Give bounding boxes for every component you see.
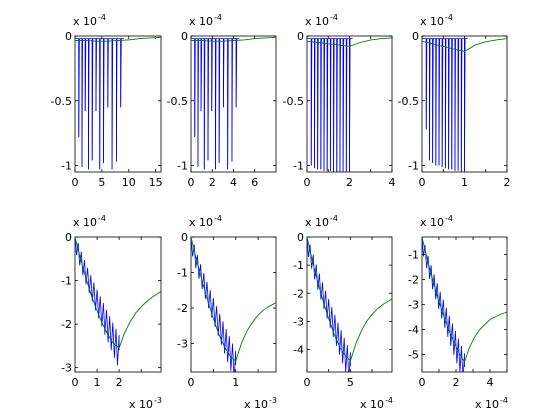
y-tick-label: 0 xyxy=(297,231,304,244)
y-axis-multiplier: x 10-4 xyxy=(420,13,453,28)
y-tick-label: -3 xyxy=(177,338,188,351)
y-axis-multiplier: x 10-4 xyxy=(420,214,453,229)
y-tick-label: -5 xyxy=(408,349,419,362)
envelope-line xyxy=(422,38,507,52)
sawtooth-series xyxy=(191,237,237,372)
impulse-series xyxy=(191,38,240,170)
x-tick-label: 0 xyxy=(419,376,426,389)
x-tick-label: 2 xyxy=(116,376,123,389)
x-tick-label: 6 xyxy=(251,176,258,189)
subplot-5: -3 -2 -1 0 0 1 2 x 10-4 x 10-3 xyxy=(61,214,162,411)
y-tick-label: -1 xyxy=(61,160,72,173)
y-tick-label: 0 xyxy=(65,231,72,244)
y-tick-label: -0.5 xyxy=(167,95,188,108)
subplot-3: -1 -0.5 0 0 2 4 x 10-4 xyxy=(283,13,396,189)
y-tick-label: -3 xyxy=(408,299,419,312)
envelope-line xyxy=(75,237,161,349)
y-tick-label: -3 xyxy=(61,362,72,375)
y-tick-label: -0.5 xyxy=(283,95,304,108)
y-tick-label: -0.5 xyxy=(51,95,72,108)
x-tick-label: 1 xyxy=(94,376,101,389)
y-axis-multiplier: x 10-4 xyxy=(305,13,338,28)
sawtooth-series xyxy=(307,237,351,372)
x-tick-label: 2 xyxy=(346,176,353,189)
y-tick-label: -1 xyxy=(177,160,188,173)
y-tick-label: -2 xyxy=(293,287,304,300)
envelope-line xyxy=(75,36,161,42)
envelope-line xyxy=(422,237,507,364)
y-axis-multiplier: x 10-4 xyxy=(189,13,222,28)
sawtooth-series xyxy=(75,237,120,366)
x-axis-multiplier: x 10-3 xyxy=(129,396,162,411)
y-tick-label: -1 xyxy=(61,275,72,288)
y-tick-label: -1 xyxy=(177,267,188,280)
axes-box xyxy=(306,236,393,373)
x-tick-label: 5 xyxy=(347,376,354,389)
x-tick-label: 2 xyxy=(504,176,511,189)
x-tick-label: 1 xyxy=(232,376,239,389)
envelope-line xyxy=(191,36,276,42)
y-axis-multiplier: x 10-4 xyxy=(189,214,222,229)
y-tick-label: -3 xyxy=(293,315,304,328)
x-tick-label: 0 xyxy=(419,176,426,189)
y-tick-label: 0 xyxy=(181,231,188,244)
subplot-4: -1 -0.5 0 0 1 2 x 10-4 xyxy=(398,13,511,189)
x-tick-label: 0 xyxy=(188,176,195,189)
x-tick-label: 0 xyxy=(72,376,79,389)
axes-box xyxy=(190,35,277,173)
y-tick-label: -1 xyxy=(408,249,419,262)
x-axis-multiplier: x 10-4 xyxy=(475,396,508,411)
y-tick-label: 0 xyxy=(297,30,304,43)
x-tick-label: 5 xyxy=(98,176,105,189)
y-tick-label: -4 xyxy=(293,344,304,357)
subplot-1: -1 -0.5 0 0 5 10 15 x 10-4 xyxy=(51,13,163,189)
subplot-7: -4 -3 -2 -1 0 0 5 x 10-4 x 10-4 xyxy=(293,214,393,411)
y-axis-multiplier: x 10-4 xyxy=(305,214,338,229)
y-tick-label: 0 xyxy=(65,30,72,43)
x-tick-label: 4 xyxy=(389,176,396,189)
axes-box xyxy=(190,236,277,373)
y-tick-label: -1 xyxy=(293,259,304,272)
y-tick-label: 0 xyxy=(412,30,419,43)
y-tick-label: -4 xyxy=(408,324,419,337)
x-tick-label: 0 xyxy=(188,376,195,389)
x-tick-label: 2 xyxy=(453,376,460,389)
x-axis-multiplier: x 10-3 xyxy=(244,396,277,411)
envelope-line xyxy=(307,237,392,362)
sawtooth-series xyxy=(422,237,465,372)
axes-box xyxy=(74,35,162,173)
x-tick-label: 0 xyxy=(72,176,79,189)
subplot-6: -3 -2 -1 0 0 1 x 10-4 x 10-3 xyxy=(177,214,277,411)
envelope-line xyxy=(307,37,392,47)
y-axis-multiplier: x 10-4 xyxy=(73,13,106,28)
x-tick-label: 0 xyxy=(304,376,311,389)
x-tick-label: 10 xyxy=(122,176,136,189)
y-tick-label: -1 xyxy=(293,160,304,173)
envelope-line xyxy=(191,237,276,363)
subplot-8: -5 -4 -3 -2 -1 0 2 4 x 10-4 x 10-4 xyxy=(408,214,508,411)
y-tick-label: -1 xyxy=(408,160,419,173)
x-tick-label: 1 xyxy=(461,176,468,189)
y-tick-label: -0.5 xyxy=(398,95,419,108)
x-axis-multiplier: x 10-4 xyxy=(360,396,393,411)
axes-box xyxy=(421,236,508,373)
y-tick-label: 0 xyxy=(181,30,188,43)
x-tick-label: 4 xyxy=(487,376,494,389)
y-tick-label: -2 xyxy=(61,318,72,331)
impulse-series xyxy=(75,38,124,170)
y-axis-multiplier: x 10-4 xyxy=(73,214,106,229)
x-tick-label: 4 xyxy=(230,176,237,189)
x-tick-label: 2 xyxy=(209,176,216,189)
subplot-2: -1 -0.5 0 0 2 4 6 x 10-4 xyxy=(167,13,277,189)
y-tick-label: -2 xyxy=(408,274,419,287)
y-tick-label: -2 xyxy=(177,302,188,315)
x-tick-label: 0 xyxy=(304,176,311,189)
x-tick-label: 15 xyxy=(149,176,163,189)
